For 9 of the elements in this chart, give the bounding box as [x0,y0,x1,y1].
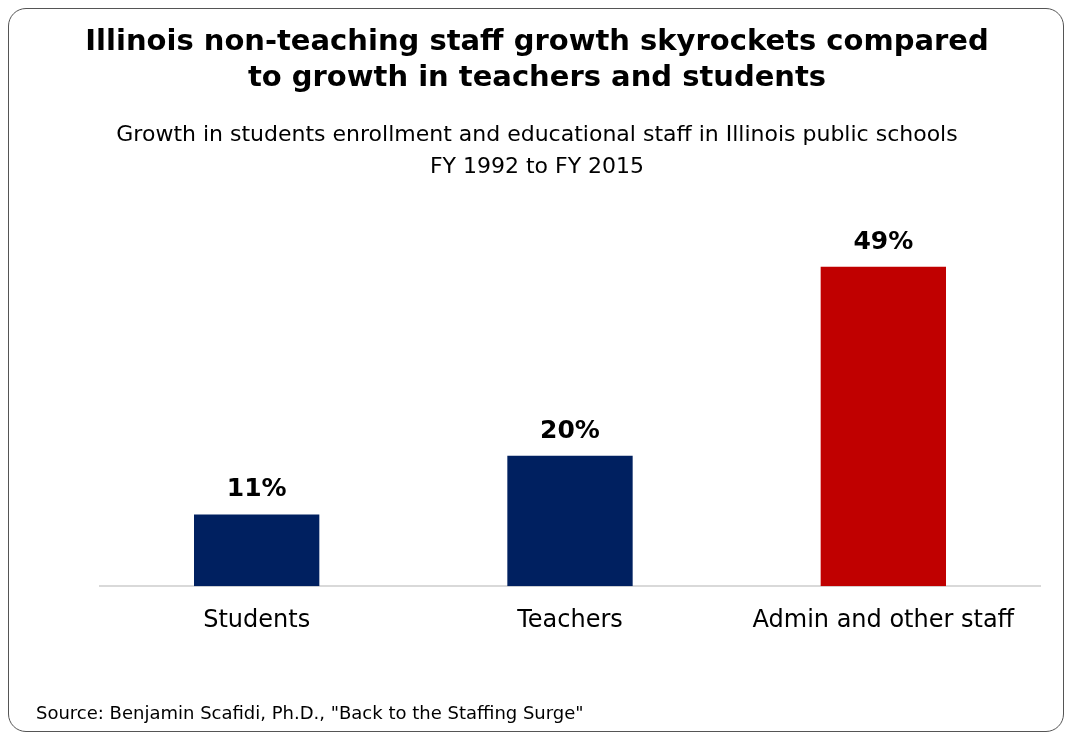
data-label: 20% [540,414,600,444]
source-note: Source: Benjamin Scafidi, Ph.D., "Back to the Staffing Surge" [36,702,584,723]
chart-subtitle: Growth in students enrollment and educational staff in Illinois public schools FY 1992 to FY 2015 [115,120,959,180]
x-tick-label: Admin and other staff [752,604,1015,633]
x-tick-label: Teachers [516,604,623,633]
x-tick-label: Students [203,604,311,633]
data-label: 49% [853,225,914,255]
data-label: 11% [226,473,287,503]
chart-title: Illinois non-teaching staff growth skyrockets compared to growth in teachers and students [84,22,990,94]
